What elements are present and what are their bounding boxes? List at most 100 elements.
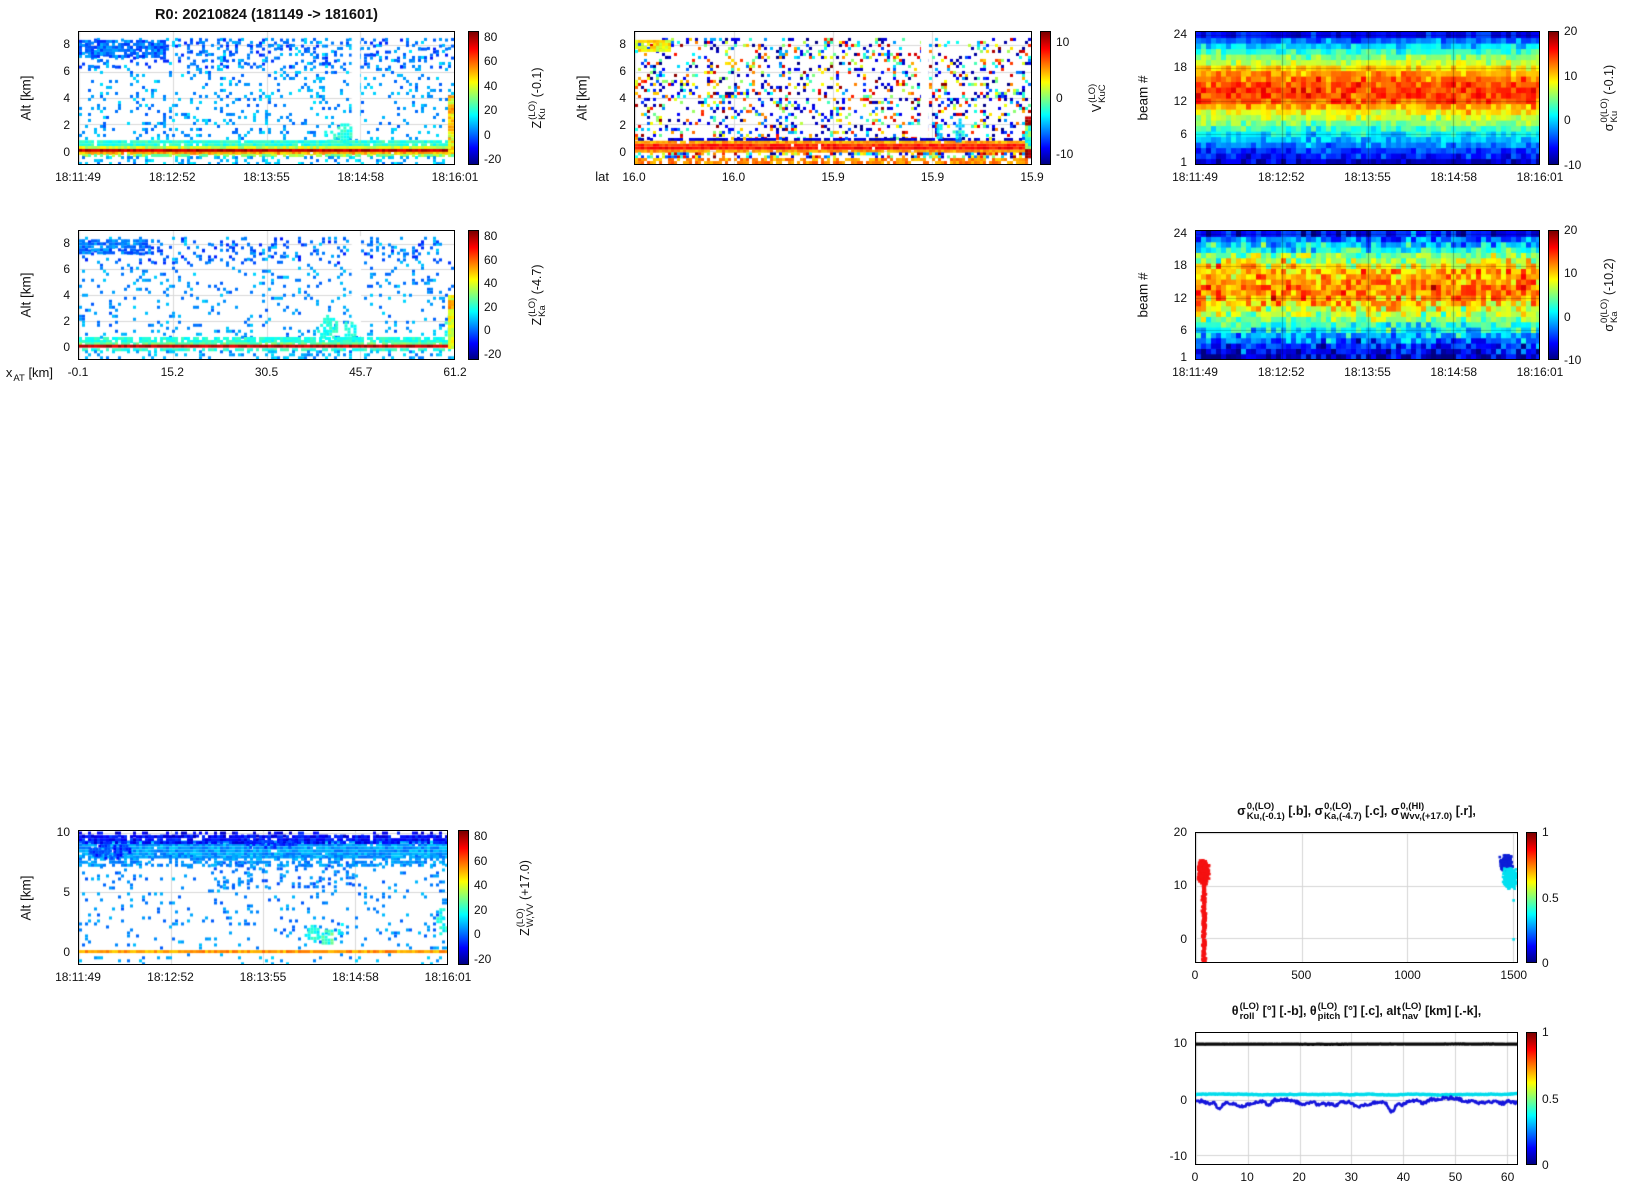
x-axis-label-v_kuc: lat [539, 169, 609, 184]
x-tick-v_kuc: 15.9 [1020, 170, 1044, 184]
colorbar-tick-z_w: 80 [474, 829, 488, 844]
title-term-1: θ (LO) pitch [°] [.c], [1309, 1001, 1387, 1022]
colorbar-tick-sig0_ka: -10 [1564, 353, 1582, 367]
x-tick-sig0_ka: 18:16:01 [1516, 365, 1564, 379]
x-tick-z_w: 18:14:58 [332, 970, 379, 984]
y-tick-sig0_ka: 6 [1180, 323, 1187, 338]
colorbar-label-term: σ 0(LO) Ku (-0.1) [1599, 64, 1620, 132]
colorbar-tick-z_ka: 0 [484, 323, 491, 338]
plot-area-z_ka [78, 230, 455, 360]
y-tick-z_ka: 0 [63, 340, 70, 354]
plot-area-z_ku [78, 31, 455, 165]
x-tick-sig0_profiles: 1000 [1394, 968, 1421, 982]
plot-canvas-z_ka [79, 231, 454, 359]
y-tick-v_kuc: 4 [619, 91, 626, 105]
title-term-2: σ 0,(HI) Wvv,(+17.0) [.r], [1390, 801, 1476, 822]
x-tick-attitude: 30 [1344, 1170, 1358, 1184]
x-tick-sig0_ku: 18:11:49 [1172, 170, 1218, 184]
plot-area-sig0_ku [1195, 31, 1540, 165]
colorbar-label-term: Z (LO) W,VV (+17.0) [515, 859, 536, 936]
x-tick-z_ka: 30.5 [254, 365, 279, 379]
colorbar-label-term: V (LO) KuC [1087, 83, 1108, 113]
colorbar-tick-z_ka: 80 [484, 228, 498, 243]
colorbar-canvas-v_kuc [1041, 32, 1050, 164]
y-tick-sig0_profiles: 20 [1173, 825, 1187, 839]
y-tick-sig0_profiles: 10 [1173, 878, 1187, 893]
colorbar-tick-z_ka: 40 [484, 276, 498, 291]
x-tick-z_w: 18:12:52 [147, 970, 194, 984]
y-tick-z_ka: 6 [63, 262, 70, 276]
colorbar-canvas-sig0_ka [1549, 231, 1558, 359]
y-tick-z_ku: 8 [63, 37, 70, 52]
plot-canvas-sig0_ku [1196, 32, 1539, 164]
y-tick-sig0_ku: 1 [1180, 155, 1187, 170]
colorbar-label-sig0_ka: σ 0(LO) Ka (-10.2) [1599, 185, 1620, 405]
colorbar-label-term: Z (LO) Ka (-4.7) [527, 264, 548, 326]
x-tick-z_w: 18:13:55 [239, 970, 287, 984]
y-axis-label-sig0_ka: beam # [1135, 272, 1151, 318]
colorbar-tick-z_w: 20 [474, 902, 488, 917]
y-tick-sig0_ka: 1 [1180, 350, 1187, 365]
y-tick-z_ka: 8 [63, 236, 70, 250]
colorbar-tick-z_w: -20 [474, 951, 492, 966]
x-tick-sig0_ku: 18:16:01 [1516, 170, 1564, 184]
x-tick-attitude: 40 [1396, 1170, 1411, 1184]
colorbar-canvas-z_ka [469, 231, 478, 359]
x-tick-z_ku: 18:12:52 [148, 170, 196, 184]
colorbar-label-z_w: Z (LO) W,VV (+17.0) [515, 788, 536, 1008]
x-tick-attitude: 50 [1448, 1170, 1463, 1184]
colorbar-tick-attitude: 0.5 [1542, 1091, 1559, 1106]
x-tick-sig0_ku: 18:12:52 [1257, 170, 1305, 184]
x-axis-label-term: x AT [km] [5, 365, 53, 384]
x-tick-sig0_ka: 18:12:52 [1257, 365, 1305, 379]
y-tick-v_kuc: 6 [619, 64, 626, 79]
y-tick-sig0_ku: 24 [1173, 26, 1187, 41]
colorbar-attitude [1526, 1032, 1537, 1165]
colorbar-tick-z_ka: -20 [484, 347, 502, 362]
x-tick-v_kuc: 16.0 [622, 170, 646, 184]
colorbar-tick-attitude: 1 [1542, 1025, 1549, 1039]
y-tick-v_kuc: 8 [619, 37, 626, 52]
colorbar-tick-sig0_ka: 0 [1564, 309, 1571, 324]
colorbar-z_ku [468, 31, 479, 165]
colorbar-label-term: σ 0(LO) Ka (-10.2) [1599, 258, 1620, 332]
colorbar-tick-sig0_profiles: 0.5 [1542, 890, 1559, 905]
colorbar-tick-z_ku: 60 [484, 54, 498, 69]
y-tick-attitude: -10 [1169, 1148, 1187, 1163]
y-tick-sig0_ka: 24 [1173, 225, 1187, 240]
y-tick-sig0_ka: 18 [1173, 258, 1187, 273]
x-tick-attitude: 20 [1292, 1170, 1306, 1184]
colorbar-label-z_ka: Z (LO) Ka (-4.7) [527, 185, 548, 405]
y-tick-z_ku: 6 [63, 64, 70, 79]
colorbar-tick-z_ku: 40 [484, 78, 498, 93]
plot-canvas-v_kuc [635, 32, 1031, 164]
x-tick-sig0_profiles: 0 [1191, 968, 1199, 982]
y-tick-z_w: 5 [63, 885, 70, 900]
colorbar-tick-sig0_ku: 20 [1564, 24, 1578, 38]
plot-area-z_w [78, 830, 448, 965]
y-tick-v_kuc: 2 [619, 117, 626, 132]
x-tick-z_ku: 18:11:49 [55, 170, 101, 184]
y-tick-z_ku: 4 [63, 91, 70, 105]
x-tick-z_ku: 18:13:55 [243, 170, 290, 184]
y-tick-sig0_ku: 18 [1173, 60, 1187, 75]
x-tick-sig0_ku: 18:14:58 [1430, 170, 1478, 184]
x-axis-label-term: lat [595, 169, 609, 184]
plot-area-attitude [1195, 1032, 1518, 1165]
colorbar-canvas-z_w [459, 831, 468, 964]
colorbar-tick-sig0_profiles: 0 [1542, 956, 1549, 970]
colorbar-tick-sig0_ku: -10 [1564, 158, 1582, 172]
colorbar-tick-z_ku: 80 [484, 30, 498, 45]
x-tick-sig0_ka: 18:14:58 [1430, 365, 1478, 379]
x-tick-z_ku: 18:14:58 [337, 170, 385, 184]
colorbar-tick-sig0_ku: 10 [1564, 68, 1578, 83]
colorbar-tick-sig0_ka: 10 [1564, 266, 1578, 281]
colorbar-canvas-sig0_profiles [1527, 833, 1536, 962]
title-term-2: alt (LO) nav [km] [.-k], [1386, 1001, 1482, 1022]
colorbar-z_w [458, 830, 469, 965]
colorbar-canvas-sig0_ku [1549, 32, 1558, 164]
colorbar-tick-z_ka: 20 [484, 299, 498, 314]
x-tick-sig0_ka: 18:11:49 [1172, 365, 1218, 379]
colorbar-tick-z_ku: -20 [484, 151, 502, 166]
